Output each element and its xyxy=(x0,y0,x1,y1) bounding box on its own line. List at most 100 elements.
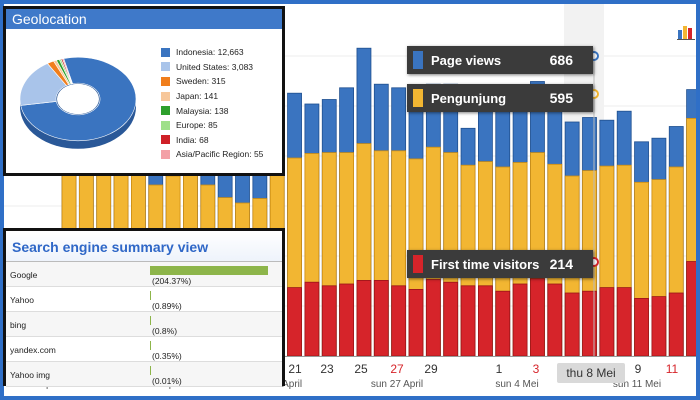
first-time-bar[interactable] xyxy=(408,288,424,357)
x-axis-day-label: 11 xyxy=(666,362,679,376)
geo-legend-label: Malaysia: 138 xyxy=(176,105,229,116)
x-axis-week-label: sun 4 Mei xyxy=(495,379,538,390)
search-engine-row: bing (0.8%) xyxy=(6,312,282,337)
search-engine-percent: (204.37%) xyxy=(152,276,192,286)
geo-legend-swatch xyxy=(161,76,170,86)
geolocation-panel: Geolocation Indonesia: 12,663 United Stat… xyxy=(3,6,285,176)
geo-legend-swatch xyxy=(161,91,170,101)
search-engine-percent: (0.8%) xyxy=(152,326,178,336)
first-time-bar[interactable] xyxy=(373,279,389,357)
first-time-bar[interactable] xyxy=(512,283,528,357)
visitors-value: 595 xyxy=(549,90,573,106)
first-time-bar[interactable] xyxy=(304,281,320,357)
first-time-bar[interactable] xyxy=(460,285,476,357)
x-axis-day-label: 1 xyxy=(496,362,503,376)
geolocation-donut-chart xyxy=(19,56,137,149)
geo-legend-label: Asia/Pacific Region: 55 xyxy=(176,149,264,160)
first-time-bar[interactable] xyxy=(564,292,580,357)
first-time-callout: First time visitors 214 xyxy=(407,250,593,278)
geo-legend-label: India: 68 xyxy=(176,134,209,145)
first-time-bar[interactable] xyxy=(287,287,302,357)
first-time-value: 214 xyxy=(549,256,573,272)
page-views-callout: Page views 686 xyxy=(407,46,593,74)
page-views-swatch xyxy=(413,51,423,69)
geolocation-legend: Indonesia: 12,663 United States: 3,083 Swe… xyxy=(161,45,263,162)
first-time-bar[interactable] xyxy=(477,285,493,357)
geolocation-title: Geolocation xyxy=(6,9,282,29)
search-engine-name: Yahoo xyxy=(10,295,34,305)
geo-legend-item: Sweden: 315 xyxy=(161,74,263,89)
x-axis-week-label: sun 27 April xyxy=(371,379,423,390)
donut-hole xyxy=(57,83,99,115)
geo-legend-swatch xyxy=(161,135,170,145)
search-engine-bar xyxy=(150,366,151,375)
visitors-label: Pengunjung xyxy=(431,90,507,106)
first-time-label: First time visitors xyxy=(431,256,540,272)
search-engine-name: yandex.com xyxy=(10,345,56,355)
search-engine-name: Google xyxy=(10,270,38,280)
first-time-bar[interactable] xyxy=(339,283,355,357)
search-engine-list: Google (204.37%) Yahoo (0.89%) bing (0.8%) yan… xyxy=(6,262,282,387)
geo-legend-swatch xyxy=(161,106,170,116)
first-time-bar[interactable] xyxy=(425,279,441,357)
x-axis-day-label: 25 xyxy=(354,362,368,376)
x-axis-day-label: 29 xyxy=(424,362,438,376)
first-time-swatch xyxy=(413,255,423,273)
first-time-bar[interactable] xyxy=(686,261,696,357)
donut-slice[interactable] xyxy=(62,58,73,85)
donut-slice[interactable] xyxy=(20,56,137,142)
first-time-bar[interactable] xyxy=(356,279,372,357)
visitors-swatch xyxy=(413,89,423,107)
geo-legend-swatch xyxy=(161,47,170,57)
search-engine-bar xyxy=(150,341,151,350)
first-time-bar[interactable] xyxy=(495,290,511,357)
first-time-bar[interactable] xyxy=(668,292,684,357)
first-time-bar[interactable] xyxy=(530,278,545,357)
geo-legend-label: Japan: 141 xyxy=(176,91,219,102)
geo-legend-item: Asia/Pacific Region: 55 xyxy=(161,147,263,162)
first-time-bar[interactable] xyxy=(443,281,459,357)
page-views-value: 686 xyxy=(549,52,573,68)
search-engine-percent: (0.01%) xyxy=(152,376,182,386)
geo-legend-label: Sweden: 315 xyxy=(176,76,226,87)
x-axis-day-label: 9 xyxy=(635,362,642,376)
geo-legend-label: Indonesia: 12,663 xyxy=(176,47,244,58)
geo-legend-item: Malaysia: 138 xyxy=(161,103,263,118)
x-axis-day-label: 23 xyxy=(320,362,334,376)
search-engine-row: Yahoo img (0.01%) xyxy=(6,362,282,387)
search-engine-title: Search engine summary view xyxy=(6,231,282,262)
search-engine-name: Yahoo img xyxy=(10,370,51,380)
search-engine-percent: (0.35%) xyxy=(152,351,182,361)
geo-legend-swatch xyxy=(161,120,170,130)
visitors-callout: Pengunjung 595 xyxy=(407,84,593,112)
x-axis-day-label: 27 xyxy=(390,362,404,376)
search-engine-bar xyxy=(150,266,268,275)
geo-legend-swatch xyxy=(161,62,170,72)
search-engine-bar xyxy=(150,291,151,300)
geo-legend-item: Europe: 85 xyxy=(161,118,263,133)
hover-date-chip: thu 8 Mei xyxy=(557,363,625,383)
first-time-bar[interactable] xyxy=(321,285,337,357)
first-time-bar[interactable] xyxy=(547,283,563,357)
first-time-bar[interactable] xyxy=(616,287,632,357)
first-time-bar[interactable] xyxy=(651,296,667,357)
geo-legend-item: India: 68 xyxy=(161,133,263,148)
first-time-bar[interactable] xyxy=(634,297,649,357)
geo-legend-swatch xyxy=(161,149,170,159)
chart-type-icon[interactable] xyxy=(677,24,697,45)
search-engine-row: Google (204.37%) xyxy=(6,262,282,287)
search-engine-row: Yahoo (0.89%) xyxy=(6,287,282,312)
search-engine-row: yandex.com (0.35%) xyxy=(6,337,282,362)
geo-legend-item: Indonesia: 12,663 xyxy=(161,45,263,60)
geo-legend-label: Europe: 85 xyxy=(176,120,218,131)
geo-legend-item: United States: 3,083 xyxy=(161,60,263,75)
page-views-label: Page views xyxy=(431,52,502,68)
first-time-bar[interactable] xyxy=(391,285,407,357)
first-time-bar[interactable] xyxy=(599,287,615,357)
search-engine-panel: Search engine summary view Google (204.37… xyxy=(3,228,285,387)
geo-legend-item: Japan: 141 xyxy=(161,89,263,104)
geo-legend-label: United States: 3,083 xyxy=(176,61,254,72)
x-axis-day-label: 3 xyxy=(533,362,540,376)
search-engine-name: bing xyxy=(10,320,27,330)
